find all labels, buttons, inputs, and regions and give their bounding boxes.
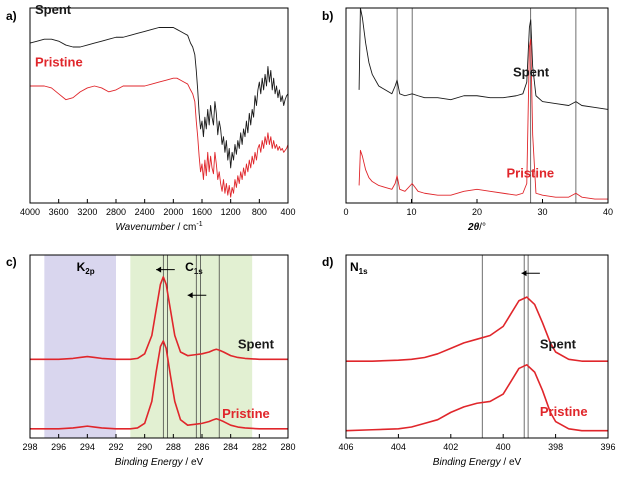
series-line-pristine: [30, 340, 288, 430]
plot-frame: [345, 254, 609, 439]
band-label-main-1: C: [185, 260, 194, 274]
panel-label: c): [6, 255, 17, 269]
band-label-sub-0: 2p: [85, 267, 94, 276]
series-annotation-pristine: Pristine: [540, 404, 588, 419]
x-axis-label-unit: / eV: [183, 457, 204, 468]
x-tick-label-4: 40: [603, 207, 613, 217]
x-tick-label-7: 1200: [221, 207, 241, 217]
x-tick-label-4: 398: [548, 442, 563, 452]
shift-arrow-head-0: [521, 270, 527, 277]
series-annotation-spent: Spent: [513, 64, 550, 79]
x-axis-label-main: Binding Energy: [433, 457, 502, 468]
x-tick-label-0: 298: [22, 442, 37, 452]
panel-b-xrd: 0 10 20 30 40 2θ/° b) Spent Pristine: [322, 7, 613, 233]
series-annotation-pristine: Pristine: [222, 406, 270, 421]
x-axis-label-main: Binding Energy: [115, 457, 184, 468]
core-level-label-sub: 1s: [359, 267, 368, 276]
series-line-spent: [346, 296, 608, 362]
x-axis-label-main: 2θ: [467, 222, 480, 233]
core-level-label-main: N: [350, 260, 359, 274]
series-line-pristine: [345, 364, 608, 432]
panel-a-ftir: 4000 3600 3200 2800 2400 2000 1600 1200 800 400 Wa…: [6, 2, 296, 233]
shift-arrow-head-1: [187, 292, 193, 299]
series-annotation-pristine: Pristine: [506, 166, 554, 181]
panel-label: b): [322, 9, 333, 23]
series-annotation-spent: Spent: [35, 2, 72, 17]
x-tick-label-8: 282: [252, 442, 267, 452]
x-axis-label: Binding Energy / eV: [115, 457, 204, 468]
x-tick-label-8: 800: [252, 207, 267, 217]
x-tick-label-0: 0: [343, 207, 348, 217]
panel-label: a): [6, 9, 17, 23]
x-tick-label-3: 292: [108, 442, 123, 452]
plot-frame: [29, 254, 289, 439]
series-annotation-spent: Spent: [540, 336, 577, 351]
x-tick-label-2: 294: [80, 442, 95, 452]
x-tick-label-1: 296: [51, 442, 66, 452]
x-tick-label-1: 404: [391, 442, 406, 452]
plot-frame: [29, 7, 289, 204]
x-tick-label-4: 290: [137, 442, 152, 452]
x-tick-label-2: 3200: [77, 207, 97, 217]
series-line-spent: [358, 7, 609, 110]
x-tick-label-2: 20: [472, 207, 482, 217]
panel-label: d): [322, 255, 333, 269]
x-tick-label-9: 280: [280, 442, 295, 452]
x-tick-label-4: 2400: [135, 207, 155, 217]
x-axis-label-main: Wavenumber: [115, 222, 175, 233]
x-tick-label-3: 2800: [106, 207, 126, 217]
x-tick-label-1: 10: [406, 207, 416, 217]
panel-c-xps-c1s: K2p C1s 298 296 294 292 290 288 286 284 282 280 Bind…: [6, 254, 296, 468]
x-axis-label-sup: -1: [196, 221, 202, 228]
x-tick-label-5: 2000: [163, 207, 183, 217]
series-annotation-pristine: Pristine: [35, 55, 83, 70]
x-tick-label-5: 288: [166, 442, 181, 452]
band-label-main-0: K: [77, 260, 86, 274]
series-annotation-spent: Spent: [238, 336, 275, 351]
x-axis-label-unit: / eV: [501, 457, 522, 468]
x-tick-label-7: 284: [223, 442, 238, 452]
band-label-1: C1s: [185, 260, 203, 276]
band-label-sub-1: 1s: [194, 267, 203, 276]
x-axis-label-unit: / cm: [175, 222, 197, 233]
series-line-spent: [30, 276, 288, 361]
x-tick-label-9: 400: [280, 207, 295, 217]
x-tick-label-6: 286: [194, 442, 209, 452]
x-tick-label-0: 4000: [20, 207, 40, 217]
core-level-label: N1s: [350, 260, 368, 276]
x-axis-label: Wavenumber / cm-1: [115, 221, 202, 233]
x-tick-label-5: 396: [600, 442, 615, 452]
series-line-spent: [29, 27, 289, 169]
shift-arrow-head-0: [156, 266, 162, 273]
band-0: [44, 255, 117, 438]
series-line-pristine: [358, 38, 608, 200]
x-tick-label-3: 30: [537, 207, 547, 217]
series-line-pristine: [30, 77, 289, 198]
x-tick-label-6: 1600: [192, 207, 212, 217]
x-tick-label-3: 400: [496, 442, 511, 452]
x-tick-label-0: 406: [338, 442, 353, 452]
x-tick-label-1: 3600: [49, 207, 69, 217]
x-tick-label-2: 402: [443, 442, 458, 452]
x-axis-label: Binding Energy / eV: [433, 457, 522, 468]
band-label-0: K2p: [77, 260, 95, 276]
x-axis-label-unit: /°: [479, 222, 486, 233]
x-axis-label: 2θ/°: [467, 222, 486, 233]
panel-d-xps-n1s: 406 404 402 400 398 396 Binding Energy / eV d) N…: [322, 254, 616, 468]
